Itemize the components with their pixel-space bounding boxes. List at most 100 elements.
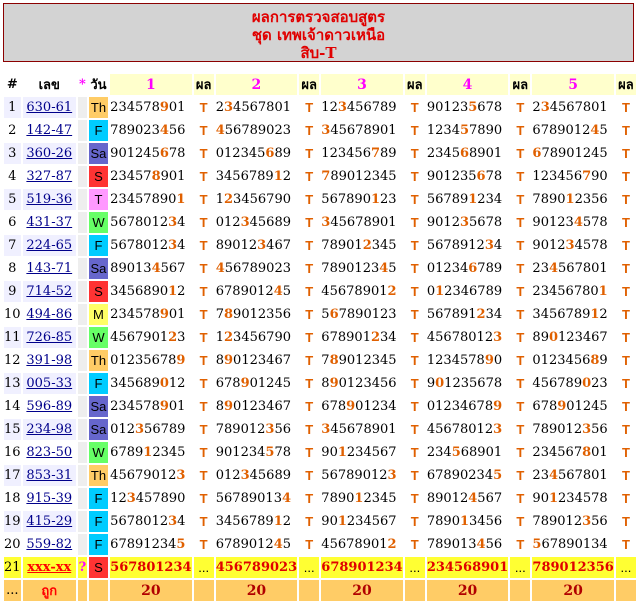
row-lek-link[interactable]: 224-65 [26,238,73,253]
footer-total-4: 20 [426,580,509,601]
row-pol-4: T [510,235,531,256]
row-num: 6 [4,212,21,233]
row-lek-link[interactable]: 494-86 [26,307,73,322]
row-lek[interactable]: 234-98 [22,419,76,440]
row-lek-link[interactable]: 431-37 [26,215,73,230]
row-pol-1: T [193,304,214,325]
row-lek-link[interactable]: 915-39 [26,491,73,506]
row-set-2: 456789023 [215,258,298,279]
header-pol-1: ผล [193,74,214,95]
row-lek[interactable]: 630-61 [22,97,76,118]
row-set-5: 678901245 [532,120,614,141]
row-lek-link[interactable]: 853-31 [26,468,73,483]
row-lek-link[interactable]: 234-98 [26,422,73,437]
row-lek[interactable]: 431-37 [22,212,76,233]
row-lek[interactable]: 559-82 [22,534,76,555]
row-set-1: 890134567 [110,258,192,279]
row-set-3: 901234567 [321,511,403,532]
row-lek[interactable]: 494-86 [22,304,76,325]
row-day: S [88,281,109,302]
row-set-3: 678901234 [321,396,403,417]
row-star [77,235,87,256]
row-lek-link[interactable]: 726-85 [26,330,73,345]
row-lek[interactable]: 143-71 [22,258,76,279]
row-num: 12 [4,350,21,371]
row-lek[interactable]: 823-50 [22,442,76,463]
prediction-pol-1: ... [193,557,214,578]
row-star [77,327,87,348]
row-set-2: 890123467 [215,350,298,371]
row-pol-2: T [299,97,320,118]
row-lek[interactable]: 360-26 [22,143,76,164]
row-set-2: 678901245 [215,281,298,302]
row-lek[interactable]: 915-39 [22,488,76,509]
row-day: W [88,212,109,233]
row-lek[interactable]: 224-65 [22,235,76,256]
row-lek-link[interactable]: 143-71 [26,261,73,276]
row-set-3: 123456789 [321,143,403,164]
row-pol-5: T [615,327,636,348]
table-header-row: # เลข * วัน 1 ผล 2 ผล 3 ผล 4 ผล 5 ผล [4,74,636,95]
row-lek[interactable]: 519-36 [22,189,76,210]
row-lek[interactable]: 714-52 [22,281,76,302]
row-set-1: 456790123 [110,465,192,486]
row-set-4: 789013456 [426,534,509,555]
row-set-1: 234578901 [110,97,192,118]
header-star: * [78,77,86,92]
row-pol-4: T [510,465,531,486]
row-star [77,258,87,279]
row-lek-link[interactable]: 142-47 [26,123,73,138]
row-day: F [88,120,109,141]
row-set-5: 234567801 [532,465,614,486]
row-pol-5: T [615,419,636,440]
prediction-lek[interactable]: xxx-xx [22,557,76,578]
row-lek-link[interactable]: 327-87 [26,169,73,184]
row-set-1: 901245678 [110,143,192,164]
row-pol-1: T [193,396,214,417]
row-set-1: 567801234 [110,212,192,233]
footer-empty-4 [299,580,320,601]
row-lek-link[interactable]: 415-29 [26,514,73,529]
row-lek[interactable]: 415-29 [22,511,76,532]
row-lek-link[interactable]: 823-50 [26,445,73,460]
row-pol-1: T [193,373,214,394]
row-lek-link[interactable]: 519-36 [26,192,73,207]
row-lek[interactable]: 726-85 [22,327,76,348]
row-lek[interactable]: 391-98 [22,350,76,371]
row-lek-link[interactable]: 559-82 [26,537,73,552]
footer-empty-2 [88,580,109,601]
table-row: 15 234-98 Sa 012356789 T 789012356 T 345678901 T… [4,419,636,440]
row-num: 14 [4,396,21,417]
row-pol-2: T [299,442,320,463]
row-lek-link[interactable]: 630-61 [26,100,73,115]
row-pol-2: T [299,166,320,187]
row-set-2: 234567801 [215,97,298,118]
header-pol-4: ผล [510,74,531,95]
row-set-1: 234578901 [110,304,192,325]
row-pol-5: T [615,120,636,141]
row-lek[interactable]: 327-87 [22,166,76,187]
row-lek-link[interactable]: 360-26 [26,146,73,161]
row-lek[interactable]: 142-47 [22,120,76,141]
table-row: 6 431-37 W 567801234 T 012345689 T 345678901 T 90… [4,212,636,233]
prediction-lek-link[interactable]: xxx-xx [27,560,72,575]
row-pol-1: T [193,258,214,279]
row-lek[interactable]: 005-33 [22,373,76,394]
header-set-4: 4 [426,74,509,95]
row-pol-2: T [299,212,320,233]
row-lek-link[interactable]: 596-89 [26,399,73,414]
row-num: 9 [4,281,21,302]
row-lek[interactable]: 596-89 [22,396,76,417]
table-row: 8 143-71 Sa 890134567 T 456789023 T 789012345 T 0… [4,258,636,279]
footer-empty-5 [404,580,425,601]
row-lek-link[interactable]: 714-52 [26,284,73,299]
prediction-num: 21 [4,557,21,578]
row-lek[interactable]: 853-31 [22,465,76,486]
table-row: 19 415-29 F 567801234 T 345678912 T 901234567 T 7… [4,511,636,532]
row-pol-4: T [510,373,531,394]
row-lek-link[interactable]: 005-33 [26,376,73,391]
table-row: 17 853-31 Th 456790123 T 012345689 T 567890123 T… [4,465,636,486]
row-pol-5: T [615,304,636,325]
row-lek-link[interactable]: 391-98 [26,353,73,368]
row-num: 1 [4,97,21,118]
